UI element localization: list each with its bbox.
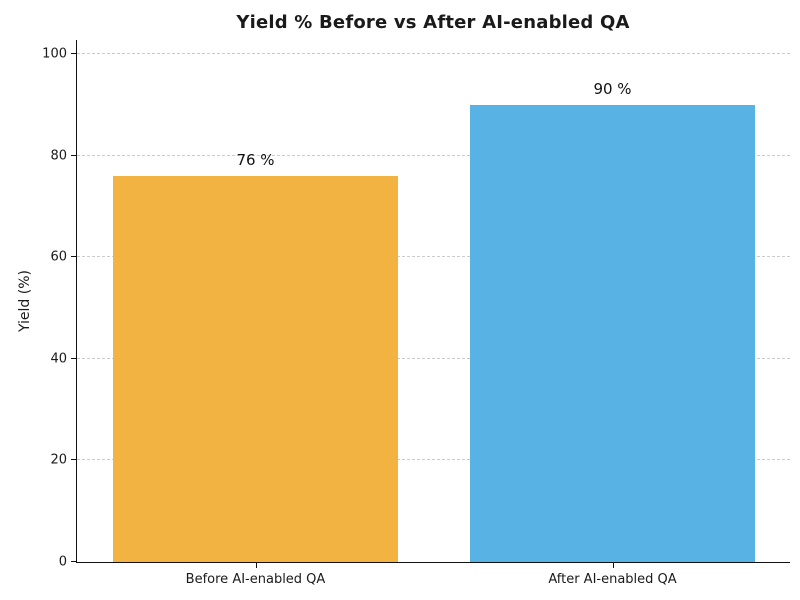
y-tick-label: 20: [50, 452, 67, 468]
y-tick-label: 100: [42, 46, 67, 62]
y-tick-label: 40: [50, 351, 67, 367]
y-tick-mark: [71, 357, 77, 359]
y-tick-label: 0: [58, 554, 67, 570]
x-tick-mark: [612, 562, 614, 568]
chart-title: Yield % Before vs After AI-enabled QA: [236, 12, 630, 33]
y-tick-mark: [71, 256, 77, 258]
bar-value-label: 90 %: [593, 80, 632, 99]
x-tick-label-before: Before AI-enabled QA: [185, 572, 326, 587]
y-tick-label: 60: [50, 249, 67, 265]
gridline-y100: [77, 53, 790, 55]
gridline-y60: [77, 256, 790, 258]
gridline-y80: [77, 154, 790, 156]
y-tick-mark: [71, 459, 77, 461]
y-tick-mark: [71, 154, 77, 156]
gridline-y20: [77, 459, 790, 461]
x-tick-mark: [255, 562, 257, 568]
bar-value-label: 76 %: [236, 151, 275, 170]
y-axis-title: Yield (%): [17, 269, 33, 333]
plot-area: 0 20 40 60 80 100 76 % Before AI-enabled QA 90 %…: [42, 40, 790, 587]
bar-before: [112, 176, 399, 562]
x-tick-label-after: After AI-enabled QA: [548, 572, 677, 587]
y-tick-label: 80: [50, 148, 67, 164]
gridline-y40: [77, 357, 790, 359]
y-tick-mark: [71, 53, 77, 55]
y-tick-mark: [71, 561, 77, 562]
bar-after: [469, 105, 756, 562]
